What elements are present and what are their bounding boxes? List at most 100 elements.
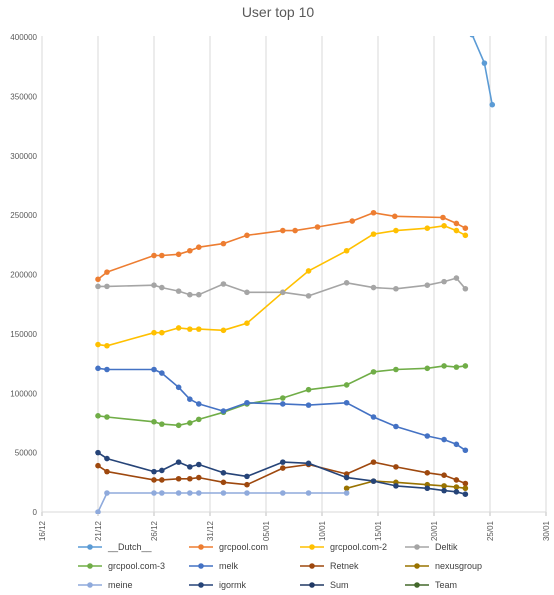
data-point [424, 470, 431, 476]
data-point [441, 436, 447, 443]
data-point [462, 232, 469, 239]
data-point [393, 483, 399, 489]
data-point [187, 291, 193, 298]
legend-label: __Dutch__ [107, 542, 153, 552]
legend-label: igormk [219, 580, 247, 590]
data-point [159, 467, 165, 474]
data-point [175, 459, 182, 465]
data-point [220, 281, 227, 287]
legend-label: grcpool.com [219, 542, 268, 552]
x-tick-label: 26/12 [150, 520, 159, 541]
x-tick-label: 16/12 [38, 520, 47, 541]
x-tick-label: 31/12 [206, 520, 215, 541]
legend-swatch-marker [309, 563, 315, 569]
data-point [244, 289, 250, 296]
series-group [95, 36, 496, 514]
data-point [95, 341, 101, 348]
data-point [280, 465, 286, 471]
data-point [196, 401, 202, 407]
data-point [343, 490, 350, 496]
x-tick-label: 05/01 [262, 520, 271, 541]
data-point [441, 363, 447, 369]
data-point [175, 475, 182, 482]
data-point [151, 282, 157, 288]
data-point [151, 490, 157, 496]
data-point [393, 464, 399, 470]
data-point [305, 386, 312, 393]
data-point [244, 399, 250, 406]
data-point [104, 414, 110, 420]
data-point [175, 288, 182, 294]
data-point [393, 227, 399, 234]
data-point [453, 364, 460, 370]
data-point [424, 225, 431, 231]
data-point [453, 275, 460, 281]
data-point [343, 382, 350, 388]
data-point [220, 479, 227, 486]
data-point [220, 470, 227, 476]
legend-label: grcpool.com-3 [108, 561, 165, 571]
legend-swatch-marker [198, 582, 204, 588]
x-tick-label: 30/01 [542, 520, 551, 541]
data-point [370, 209, 377, 216]
data-point [151, 329, 157, 336]
data-point [469, 36, 475, 38]
data-point [244, 481, 250, 488]
y-tick-label: 350000 [10, 92, 37, 101]
data-point [462, 225, 469, 231]
data-point [280, 227, 286, 234]
data-point [292, 227, 298, 234]
data-point [393, 366, 399, 373]
data-point [175, 422, 182, 429]
data-point [489, 101, 496, 108]
data-point [220, 408, 227, 414]
data-point [280, 289, 286, 296]
data-point [305, 490, 312, 496]
legend-swatch-marker [414, 563, 420, 569]
data-point [305, 293, 312, 299]
data-point [151, 468, 157, 475]
legend-swatch-marker [414, 544, 420, 550]
data-point [187, 420, 193, 426]
data-point [393, 285, 399, 292]
x-tick-label: 21/12 [94, 520, 103, 541]
data-point [280, 401, 286, 407]
data-point [441, 472, 447, 478]
data-point [343, 247, 350, 254]
legend-swatch-marker [87, 544, 93, 550]
x-axis-ticks: 16/12 21/12 26/12 31/12 05/01 10/01 15/01 20/01… [38, 520, 551, 541]
data-point [95, 365, 101, 372]
data-point [349, 218, 356, 224]
legend-swatch-marker [87, 563, 93, 569]
data-point [424, 433, 431, 439]
x-tick-label: 15/01 [374, 520, 383, 541]
data-point [453, 441, 460, 448]
data-point [453, 227, 460, 234]
legend-label: Sum [330, 580, 349, 590]
data-point [462, 363, 469, 369]
data-point [441, 487, 447, 494]
data-point [424, 485, 431, 492]
data-point [159, 477, 165, 483]
data-point [462, 485, 469, 492]
data-point [187, 464, 193, 470]
chart-title: User top 10 [242, 4, 315, 20]
data-point [151, 252, 157, 259]
data-point [175, 251, 182, 258]
data-point [187, 247, 193, 254]
data-point [151, 418, 157, 425]
data-point [424, 365, 431, 372]
x-tick-label: 20/01 [430, 520, 439, 541]
data-point [441, 483, 447, 489]
data-point [220, 327, 227, 334]
data-point [104, 468, 110, 475]
grid-lines [41, 36, 547, 516]
data-point [343, 474, 350, 481]
data-point [462, 447, 469, 454]
data-point [314, 224, 321, 230]
data-point [370, 369, 377, 375]
data-point [95, 509, 101, 514]
data-point [462, 285, 469, 292]
y-tick-label: 0 [33, 508, 38, 517]
data-point [104, 490, 110, 496]
